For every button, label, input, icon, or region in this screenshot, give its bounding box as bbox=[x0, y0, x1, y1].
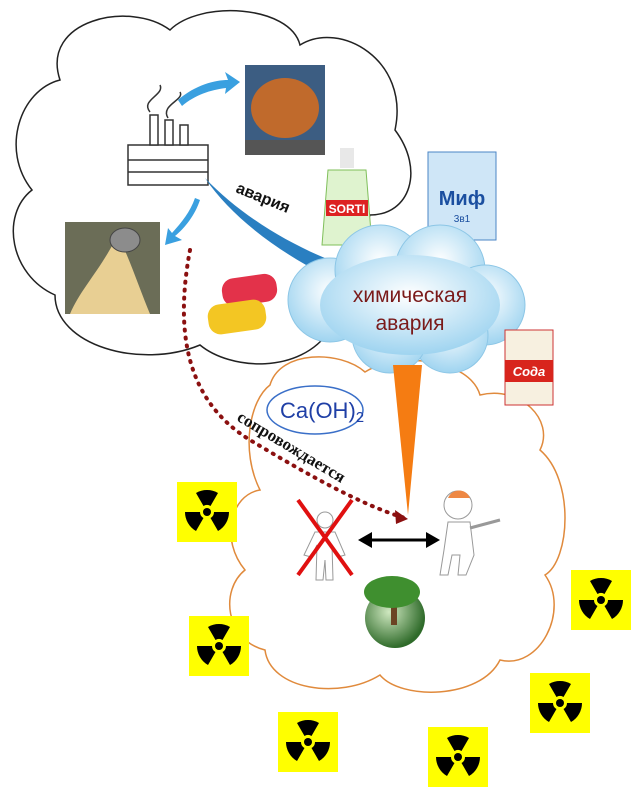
radiation-sign bbox=[189, 616, 249, 676]
formula-subscript: 2 bbox=[356, 409, 364, 426]
soda-label: Сода bbox=[513, 364, 546, 379]
radiation-sign bbox=[177, 482, 237, 542]
formula: Ca(OH)2 bbox=[280, 398, 364, 426]
radiation-sign bbox=[278, 712, 338, 772]
explosion-ground bbox=[245, 140, 325, 155]
dish-soap-label: SORTI bbox=[329, 202, 366, 216]
soda-box: Сода bbox=[505, 330, 553, 405]
formula-main: Ca(OH) bbox=[280, 398, 356, 423]
globe-tree bbox=[364, 576, 425, 648]
diagram: авария SORTI Миф 3в1 химическая авария С… bbox=[0, 0, 632, 787]
cloud-text-2: авария bbox=[375, 312, 444, 335]
detergent-label: Миф bbox=[439, 188, 485, 210]
page: авария SORTI Миф 3в1 химическая авария С… bbox=[0, 0, 632, 787]
cloud-text-1: химическая bbox=[353, 284, 467, 307]
explosion-cloud bbox=[251, 78, 319, 138]
radiation-sign bbox=[571, 570, 631, 630]
radiation-sign bbox=[530, 673, 590, 733]
detergent-sub: 3в1 bbox=[454, 214, 471, 225]
pipe bbox=[110, 228, 140, 252]
radiation-sign bbox=[428, 727, 488, 787]
